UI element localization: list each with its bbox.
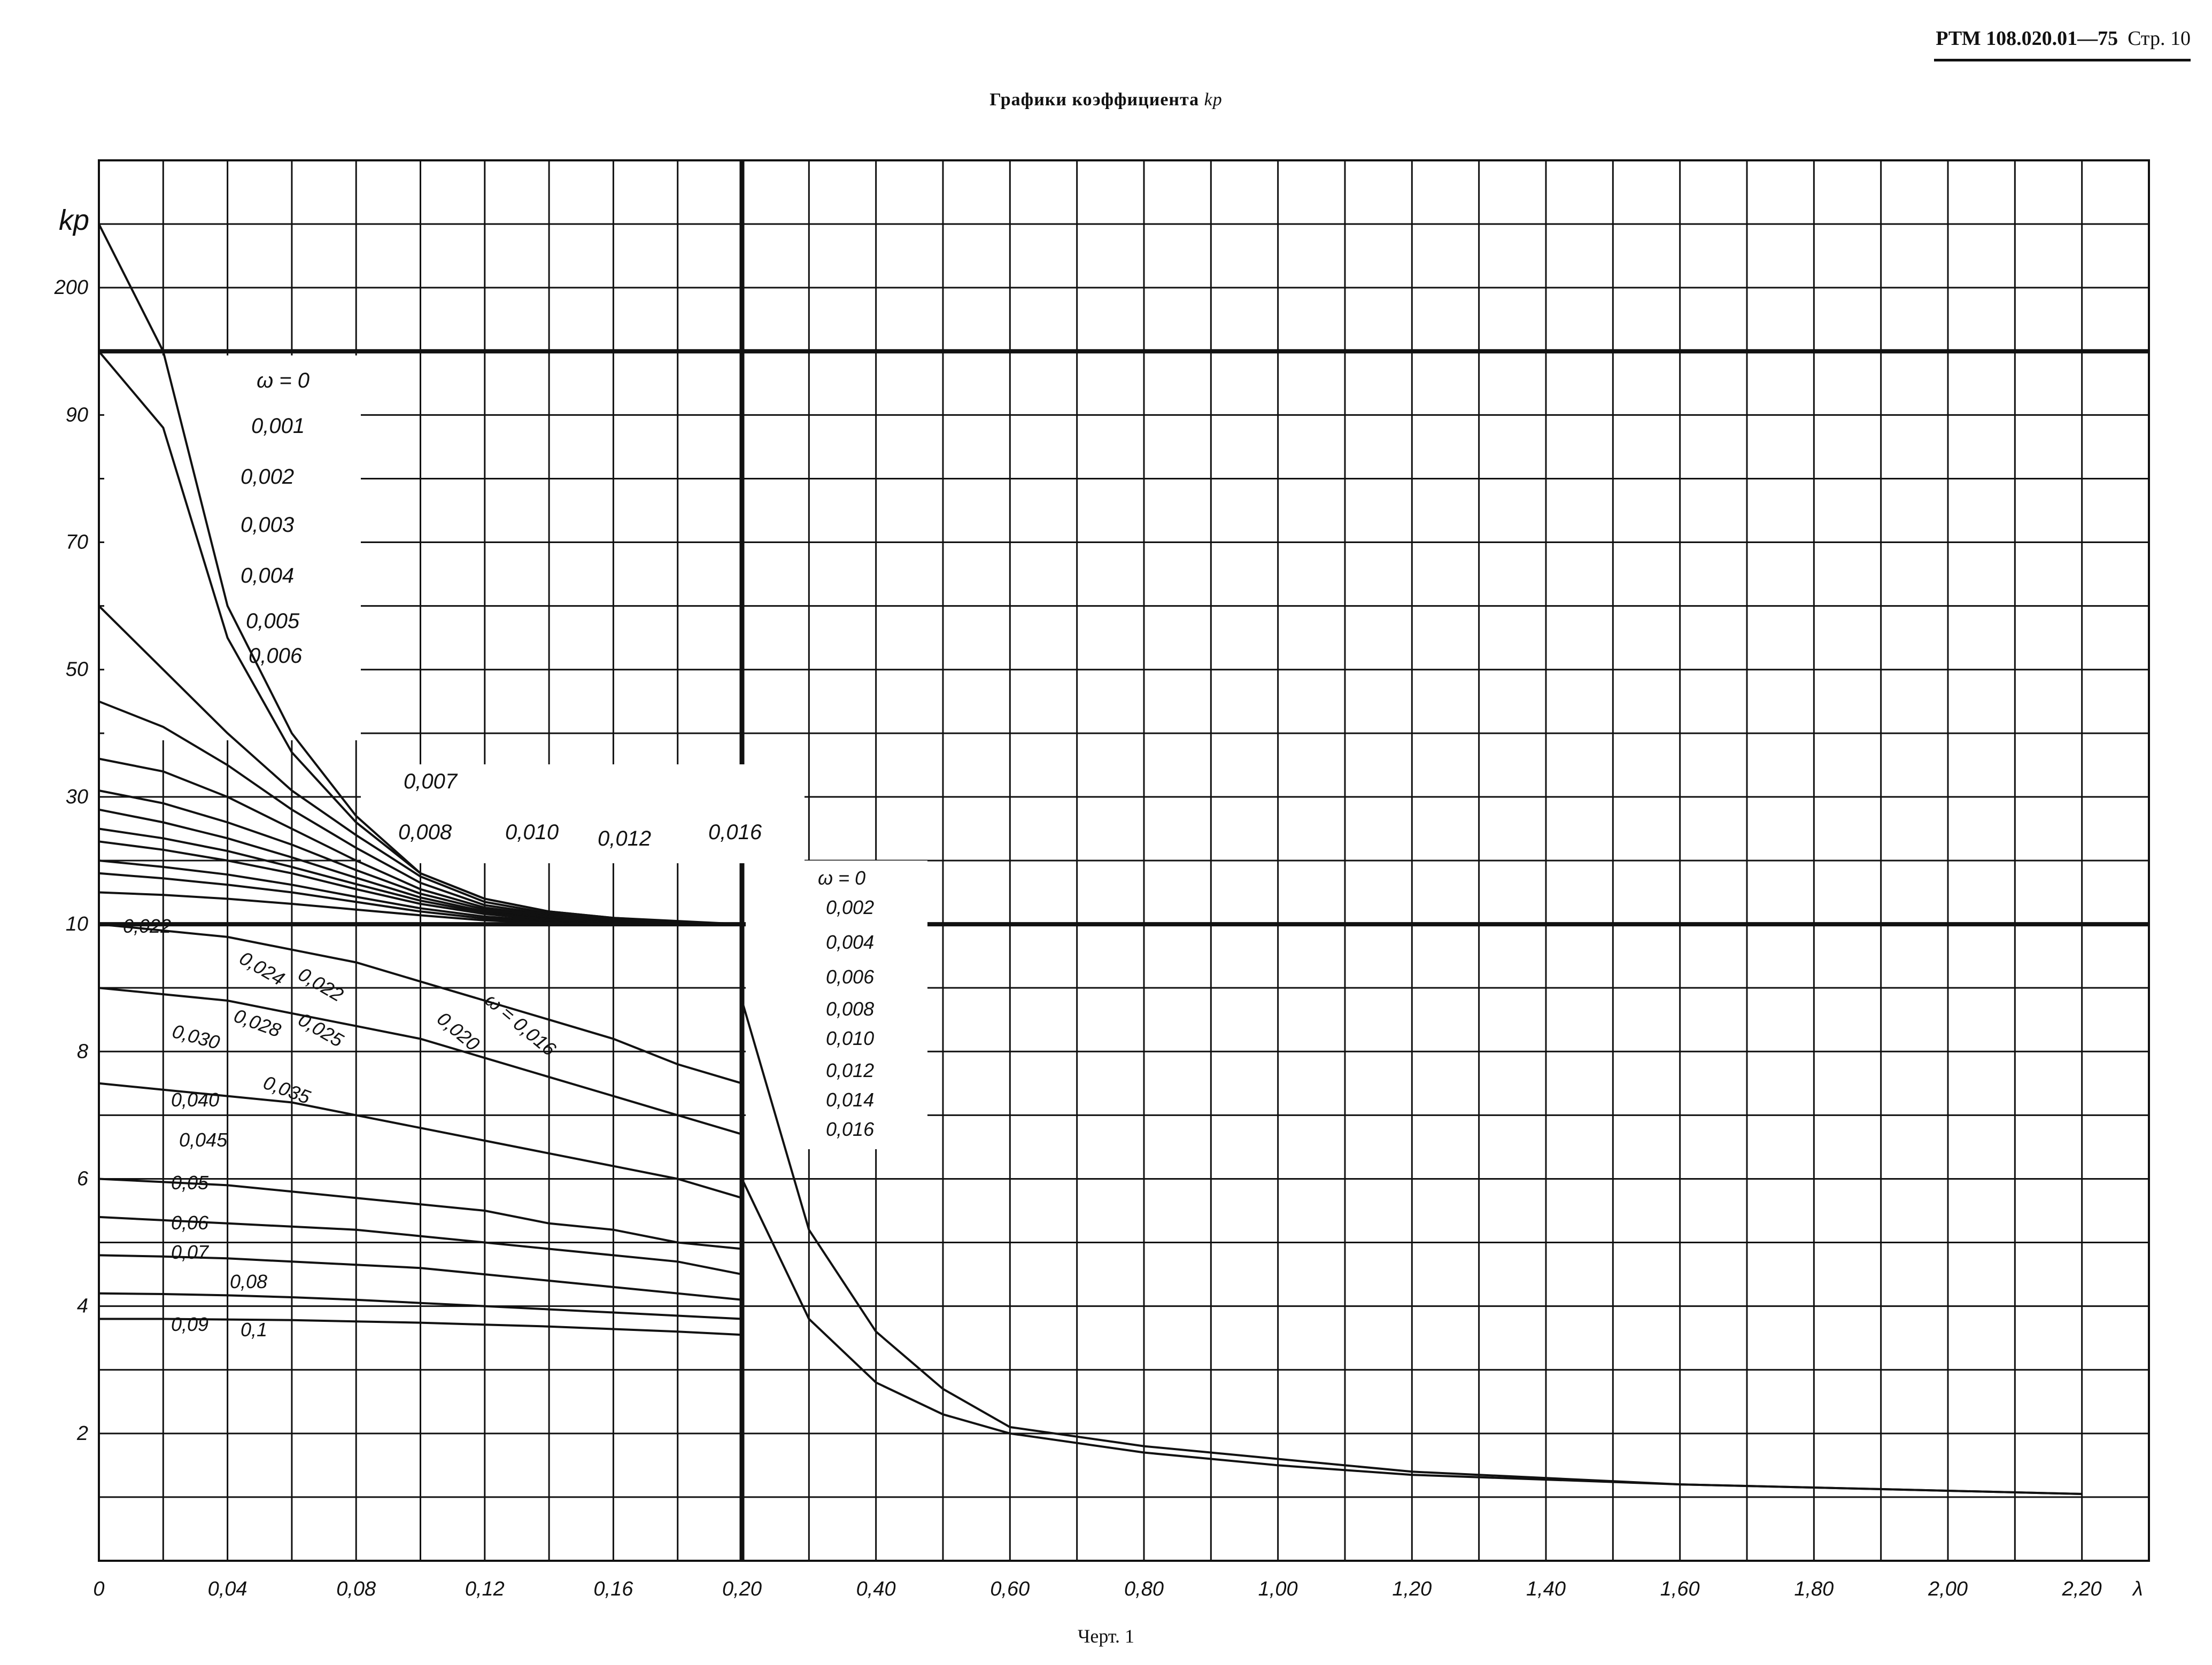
label-panels	[104, 355, 927, 1149]
curve-0040	[98, 1082, 743, 1199]
y-tick-label: 4	[77, 1295, 88, 1318]
x-tick-label: 0	[93, 1578, 104, 1600]
chart-title-text: Графики коэффициента	[989, 90, 1200, 110]
curve-label: 0,05	[171, 1172, 209, 1194]
document-id: РТМ 108.020.01—75 Стр. 10	[1936, 27, 2191, 50]
legend-left-label: 0,007	[404, 770, 458, 793]
legend-right-label: 0,014	[826, 1089, 874, 1111]
doc-number: РТМ 108.020.01—75	[1936, 27, 2118, 50]
legend-right-label: 0,006	[826, 966, 875, 988]
x-tick-label: 0,12	[465, 1578, 505, 1600]
curve-006	[98, 1215, 743, 1276]
x-tick-label: 0,40	[856, 1578, 896, 1600]
curve-label: 0,030	[170, 1020, 222, 1054]
header-rule	[1934, 59, 2191, 61]
chart-title: Графики коэффициента kp	[0, 90, 2212, 110]
x-tick-label: 0,60	[990, 1578, 1030, 1600]
curve-label: 0,024	[236, 947, 289, 990]
curve-label: 0,022	[295, 963, 347, 1006]
legend-left-label: 0,004	[241, 564, 294, 587]
x-tick-label: 0,20	[722, 1578, 762, 1600]
y-axis-label: kp	[59, 204, 89, 236]
legend-right-label: 0,004	[826, 931, 874, 953]
curve-label: 0,045	[179, 1129, 228, 1151]
label-panel-right	[746, 861, 927, 1149]
chart-curves	[98, 223, 2082, 1495]
y-tick-label: 6	[77, 1167, 89, 1190]
x-tick-label: 2,00	[1928, 1578, 1968, 1600]
x-tick-label: 0,04	[208, 1578, 248, 1600]
page-number: Стр. 10	[2128, 27, 2191, 50]
curve-01	[99, 1318, 743, 1336]
x-tick-label: 1,40	[1526, 1578, 1566, 1600]
legend-left-label: 0,006	[249, 644, 303, 668]
figure-caption: Черт. 1	[1078, 1625, 1134, 1647]
curve-label: 0,020	[433, 1008, 484, 1055]
x-axis-label: λ	[2132, 1578, 2143, 1600]
y-tick-label: 50	[66, 659, 88, 681]
y-tick-label: 8	[77, 1040, 88, 1063]
legend-left-label: 0,003	[241, 513, 294, 537]
x-tick-label: 2,20	[2062, 1578, 2102, 1600]
curve-label: 0,06	[171, 1212, 209, 1234]
y-tick-label: 90	[66, 404, 88, 426]
curve-label: 0,07	[171, 1241, 210, 1263]
x-tick-label: 1,00	[1258, 1578, 1298, 1600]
curve-0022	[98, 923, 743, 1085]
curve-label: 0,1	[241, 1319, 267, 1341]
legend-left-label: 0,016	[708, 820, 762, 844]
curve-0030	[98, 987, 743, 1136]
curve-right	[741, 1178, 2082, 1495]
x-tick-label: 0,08	[336, 1578, 376, 1600]
x-tick-label: 0,16	[593, 1578, 633, 1600]
x-tick-label: 1,20	[1392, 1578, 1432, 1600]
y-tick-label: 10	[66, 913, 88, 935]
x-tick-label: 1,80	[1794, 1578, 1834, 1600]
x-tick-label: 0,80	[1124, 1578, 1164, 1600]
chart-title-symbol: kp	[1204, 90, 1223, 110]
legend-right-label: 0,012	[826, 1059, 874, 1081]
legend-right-label: 0,010	[826, 1027, 874, 1049]
label-panel-left	[104, 355, 361, 740]
legend-left-label: 0,012	[598, 827, 651, 850]
curve-label: 0,08	[230, 1271, 267, 1292]
legend-left-label: 0,005	[246, 609, 300, 633]
curve-0016	[98, 891, 742, 926]
legend-right-label: 0,008	[826, 998, 874, 1020]
legend-left-label: 0,008	[398, 820, 452, 844]
y-tick-label: 2	[76, 1422, 88, 1445]
curve-007	[98, 1254, 743, 1301]
y-tick-label: 200	[54, 276, 88, 299]
legend-right-label: 0,016	[826, 1118, 875, 1140]
legend-left-label: 0,001	[251, 414, 305, 438]
legend-left-label: 0,010	[505, 820, 559, 844]
chart-labels: 200 90 70 50 30 10 8 6 4 2 kp 0 0,04 0,08 0,12 0,16 0,20…	[54, 204, 2143, 1600]
y-tick-label: 70	[66, 531, 88, 554]
curve-008	[98, 1292, 743, 1320]
curve-label: 0,022	[123, 915, 171, 937]
curve-label: 0,09	[171, 1313, 208, 1335]
y-tick-label: 30	[66, 786, 88, 808]
x-tick-label: 1,60	[1660, 1578, 1700, 1600]
curve-label: 0,040	[171, 1089, 219, 1111]
legend-left-label: ω = 0	[257, 369, 310, 392]
curve-005	[98, 1178, 743, 1250]
label-panel-mid	[361, 764, 805, 863]
legend-right-label: ω = 0	[818, 867, 865, 889]
curve-label: 0,025	[295, 1008, 347, 1051]
legend-left-label: 0,002	[241, 465, 294, 489]
legend-right-label: 0,002	[826, 896, 874, 918]
